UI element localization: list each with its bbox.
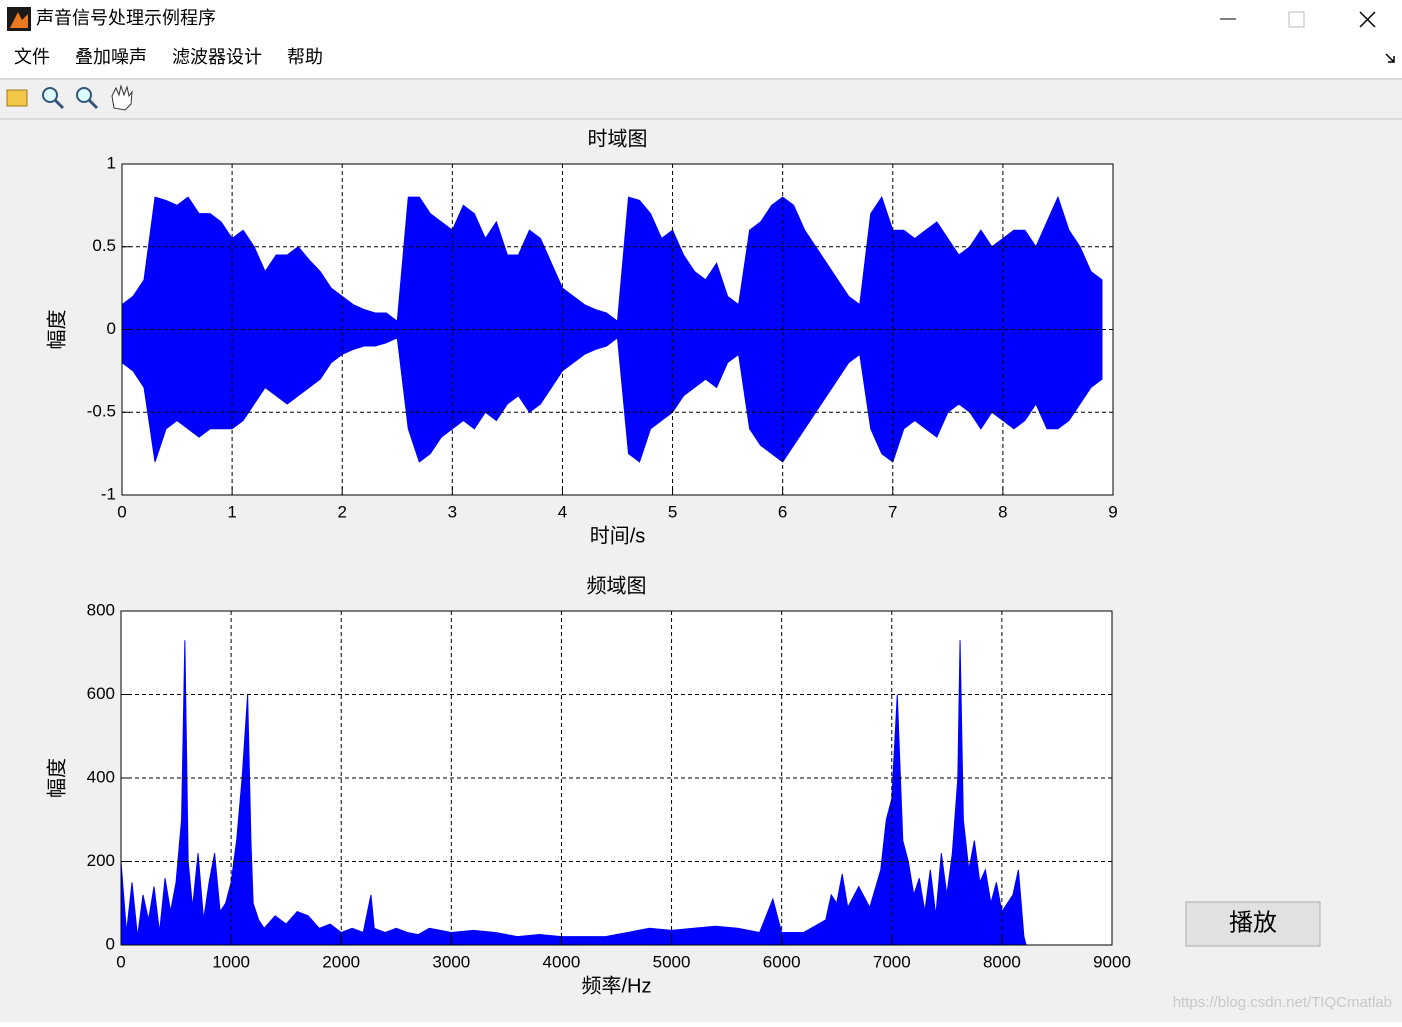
signal-area xyxy=(121,195,1103,330)
y-tick-label: 1 xyxy=(107,153,116,172)
menu-item[interactable]: 帮助 xyxy=(287,47,323,67)
app-icon-shape xyxy=(10,12,28,28)
x-tick-label: 0 xyxy=(117,502,126,521)
close-button[interactable] xyxy=(1359,11,1376,28)
y-tick-label: -1 xyxy=(101,484,116,503)
x-tick-label: 5000 xyxy=(653,952,691,971)
x-tick-label: 5 xyxy=(668,502,677,521)
play-button[interactable] xyxy=(1185,901,1321,947)
maximize-button[interactable] xyxy=(1288,11,1305,28)
pan-icon[interactable] xyxy=(111,84,133,111)
zoom-in-handle xyxy=(53,98,65,110)
x-tick-label: 0 xyxy=(116,952,125,971)
x-tick-label: 3000 xyxy=(432,952,470,971)
x-tick-label: 6000 xyxy=(763,952,801,971)
x-tick-label: 2000 xyxy=(322,952,360,971)
axes-box xyxy=(120,610,1113,946)
x-axis-label: 频率/Hz xyxy=(582,974,652,997)
title-menu-bar xyxy=(0,0,1402,78)
x-tick-label: 7000 xyxy=(873,952,911,971)
x-tick-label: 7 xyxy=(888,502,897,521)
play-button-label[interactable]: 播放 xyxy=(1229,909,1277,936)
y-tick-label: 600 xyxy=(87,684,115,703)
toolbar xyxy=(6,84,133,111)
plot-area xyxy=(121,611,1112,945)
chart-title: 频域图 xyxy=(587,574,647,597)
axes-box xyxy=(121,163,1114,496)
x-tick-label: 4000 xyxy=(543,952,581,971)
x-tick-label: 1 xyxy=(227,502,236,521)
y-tick-label: 0 xyxy=(106,934,115,953)
y-axis-label: 幅度 xyxy=(45,758,68,798)
y-tick-label: 200 xyxy=(87,851,115,870)
watermark: https://blog.csdn.net/TIQCmatlab xyxy=(1173,994,1392,1011)
menu-arrow[interactable] xyxy=(1385,53,1395,63)
x-tick-label: 9 xyxy=(1108,502,1117,521)
x-tick-label: 6 xyxy=(778,502,787,521)
chart-title: 时域图 xyxy=(588,127,648,150)
signal-area xyxy=(120,640,1027,946)
x-tick-label: 4 xyxy=(558,502,567,521)
y-tick-label: 0 xyxy=(107,319,116,338)
x-tick-label: 8 xyxy=(998,502,1007,521)
x-tick-label: 8000 xyxy=(983,952,1021,971)
menu-item[interactable]: 滤波器设计 xyxy=(172,47,262,67)
x-tick-label: 9000 xyxy=(1093,952,1131,971)
open-icon[interactable] xyxy=(6,89,28,107)
y-tick-label: -0.5 xyxy=(87,402,116,421)
x-tick-label: 3 xyxy=(448,502,457,521)
x-tick-label: 2 xyxy=(337,502,346,521)
x-tick-label: 1000 xyxy=(212,952,250,971)
zoom-out-handle xyxy=(87,98,99,110)
y-tick-label: 400 xyxy=(87,767,115,786)
window-title: 声音信号处理示例程序 xyxy=(36,8,216,28)
y-axis-label: 幅度 xyxy=(45,310,68,350)
zoom-in-icon[interactable] xyxy=(42,87,58,103)
y-tick-label: 800 xyxy=(87,600,115,619)
x-axis-label: 时间/s xyxy=(590,524,646,547)
menu-item[interactable]: 叠加噪声 xyxy=(75,47,147,67)
y-tick-label: 0.5 xyxy=(92,236,116,255)
zoom-out-icon[interactable] xyxy=(76,87,92,103)
signal-area xyxy=(121,329,1103,463)
menu-item[interactable]: 文件 xyxy=(14,47,50,67)
